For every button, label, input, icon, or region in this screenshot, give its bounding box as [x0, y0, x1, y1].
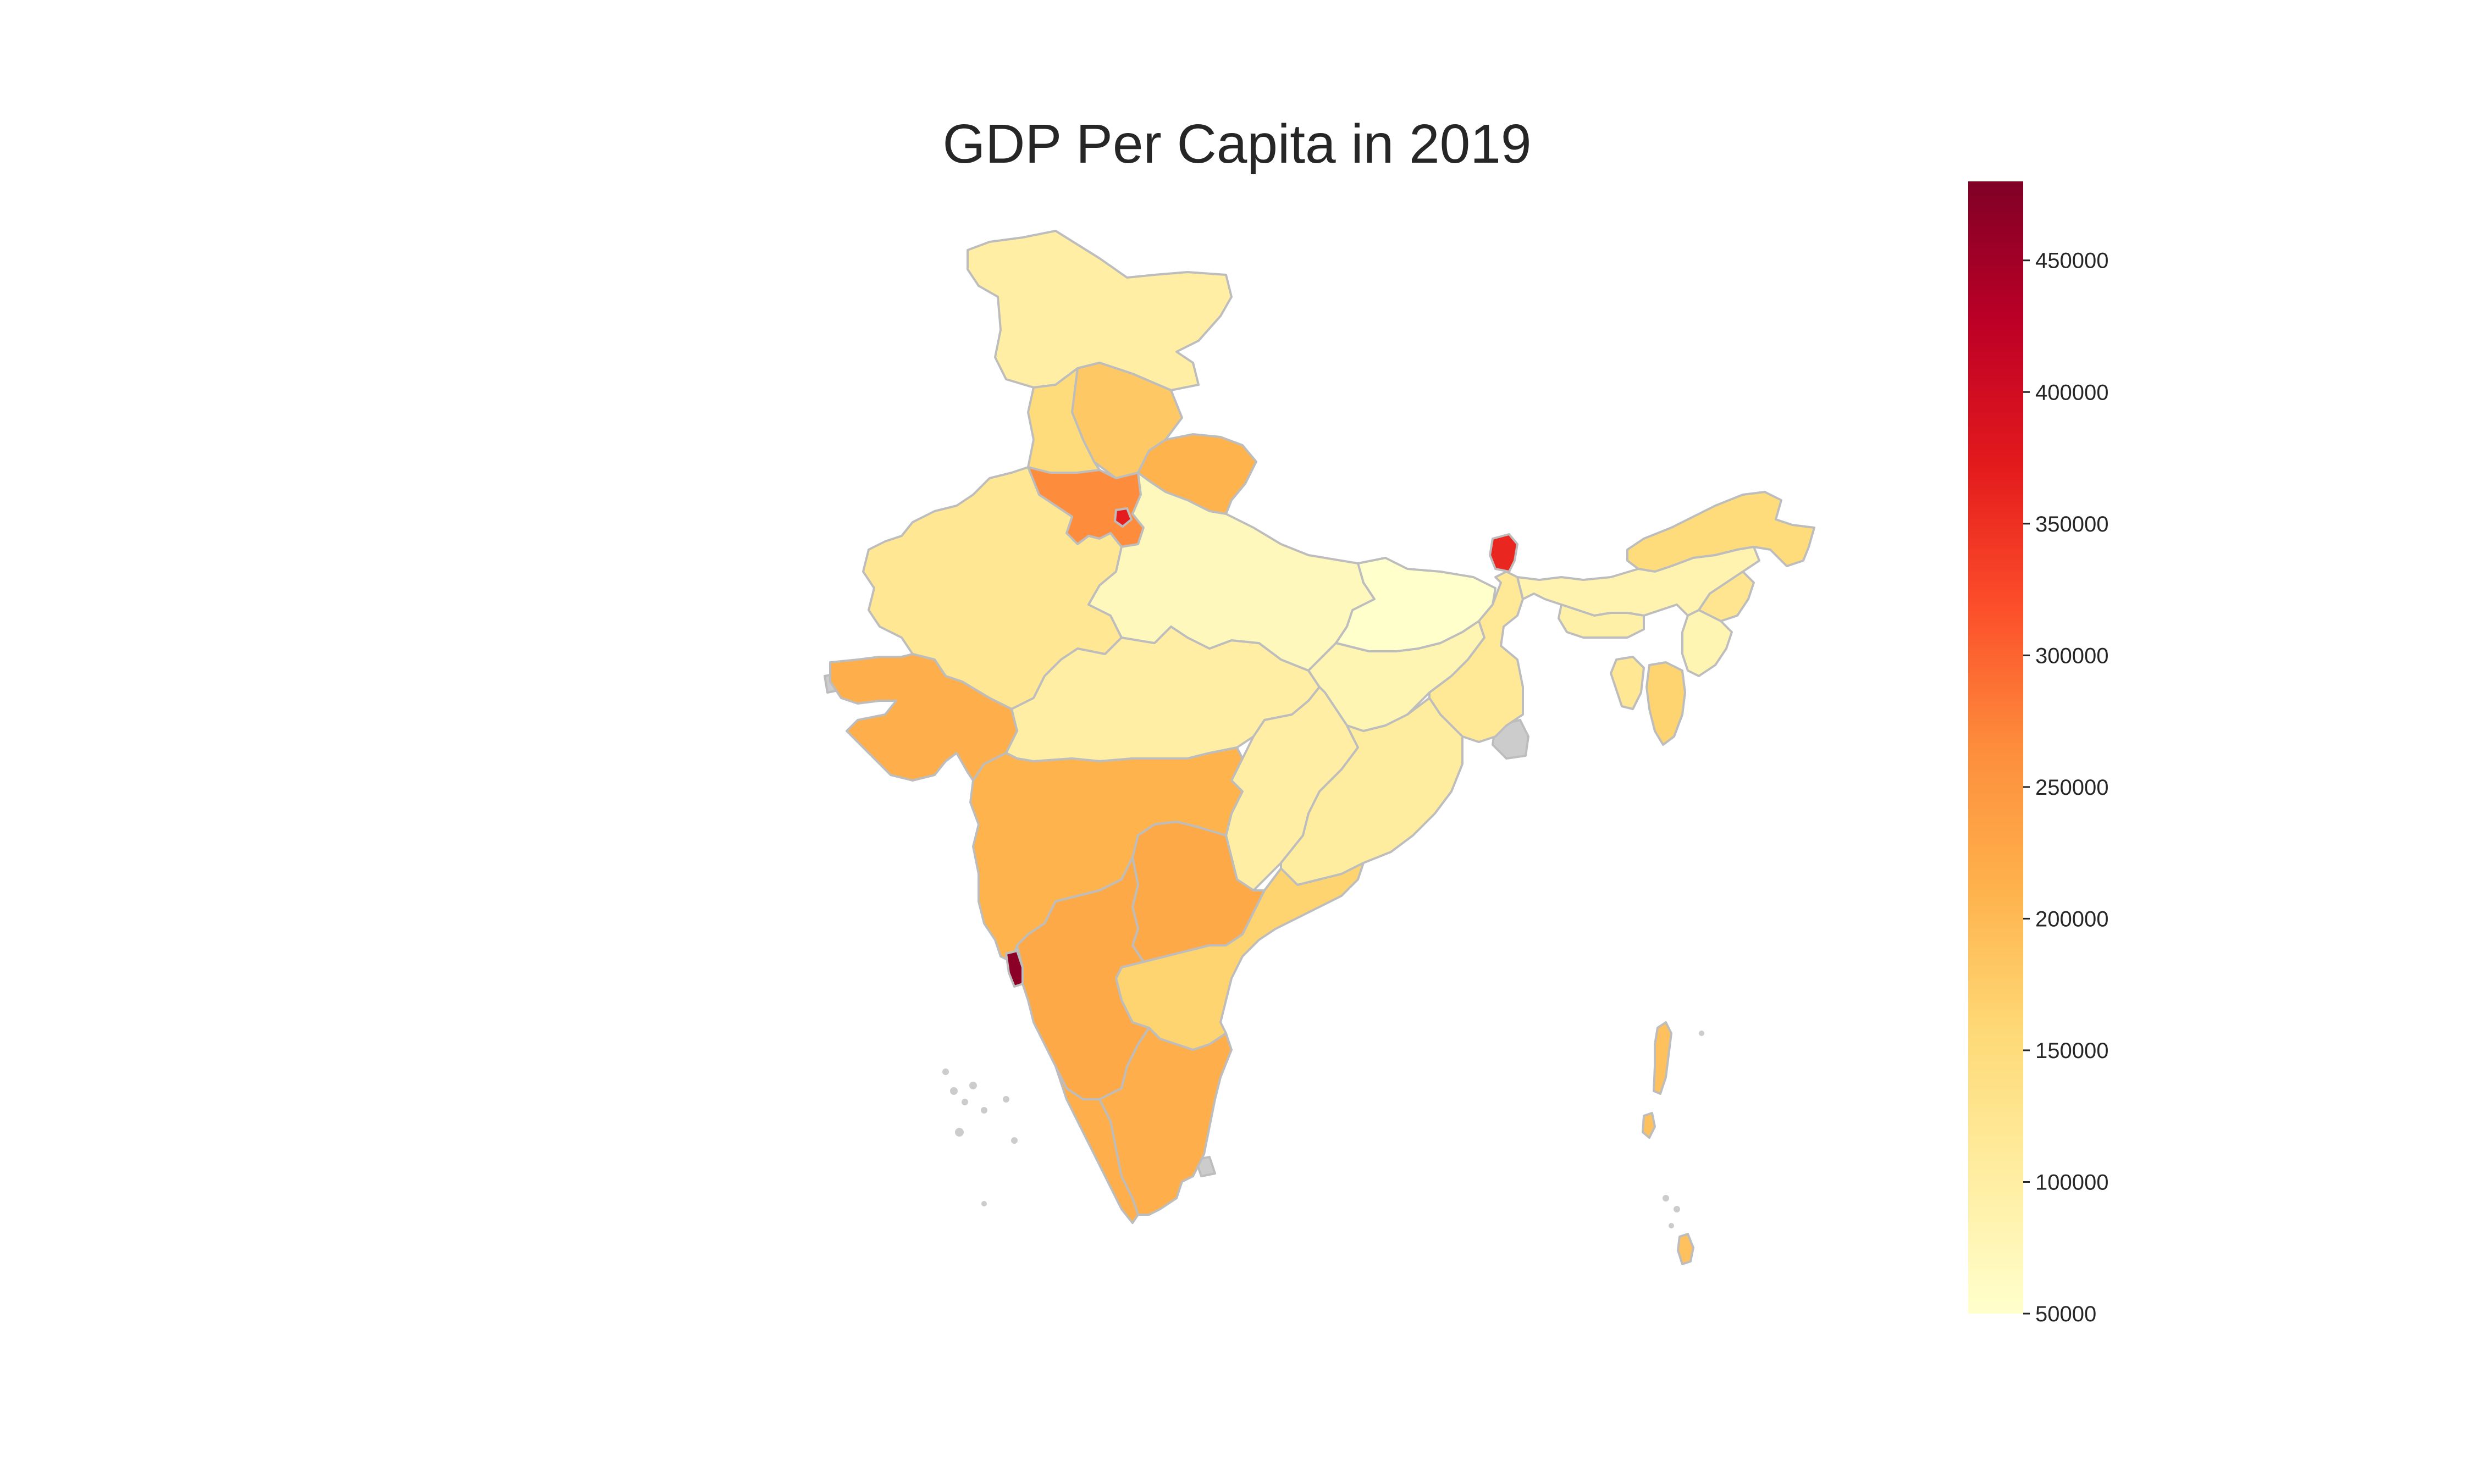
region-uttar-pradesh	[1087, 472, 1376, 672]
colorbar-gradient	[1968, 181, 2023, 1314]
region-no-data-lakshadweep	[942, 1068, 1018, 1206]
colorbar-tick-label: 300000	[2035, 644, 2108, 668]
colorbar-tick-label: 50000	[2035, 1302, 2096, 1326]
colorbar-tick-label: 150000	[2035, 1039, 2108, 1063]
andaman-island-north	[1653, 1021, 1672, 1095]
map-title: GDP Per Capita in 2019	[942, 113, 1532, 175]
region-no-data-andaman-islets	[1663, 1031, 1704, 1228]
colorbar-tick-label: 250000	[2035, 776, 2108, 800]
region-tamil-nadu	[1098, 1027, 1233, 1216]
region-meghalaya	[1558, 603, 1645, 639]
region-sikkim	[1489, 533, 1518, 573]
region-tripura	[1610, 656, 1645, 710]
region-andaman-nicobar	[1642, 1021, 1694, 1265]
nicobar-island	[1677, 1233, 1694, 1265]
region-delhi	[1114, 507, 1133, 528]
andaman-island-south	[1642, 1112, 1656, 1139]
region-jammu-kashmir	[967, 230, 1233, 391]
colorbar-tick-label: 100000	[2035, 1170, 2108, 1194]
region-chhattisgarh	[1225, 686, 1359, 891]
colorbar-tick-label: 350000	[2035, 512, 2108, 536]
colorbar-ticks: 50000 100000 150000 200000 250000 300000 35000…	[2023, 249, 2108, 1326]
state-regions	[829, 230, 1815, 1265]
region-west-bengal	[1428, 571, 1524, 743]
region-odisha	[1280, 697, 1464, 886]
colorbar-tick-label: 200000	[2035, 907, 2108, 931]
region-gujarat	[829, 653, 1018, 782]
colorbar-tick-label: 400000	[2035, 380, 2108, 405]
region-manipur	[1681, 609, 1733, 677]
colorbar: 50000 100000 150000 200000 250000 300000 35000…	[1968, 181, 2108, 1326]
colorbar-tick-label: 450000	[2035, 249, 2108, 273]
region-mizoram	[1645, 661, 1686, 746]
